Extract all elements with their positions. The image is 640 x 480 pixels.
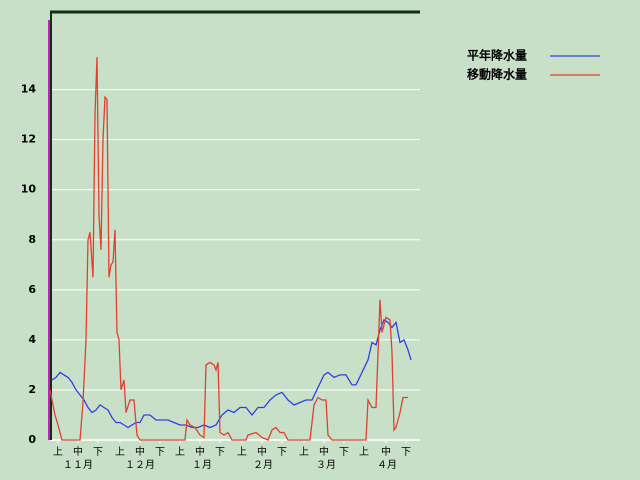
legend-label: 移動降水量 xyxy=(467,67,527,82)
legend-label: 平年降水量 xyxy=(467,48,527,63)
x-tick-label: 中 xyxy=(257,445,267,458)
x-tick-label: 中 xyxy=(73,445,83,458)
month-label: １１月 xyxy=(63,459,93,471)
series-line xyxy=(51,318,412,429)
x-tick-label: 上 xyxy=(53,446,63,458)
x-tick-label: 上 xyxy=(359,446,369,458)
x-tick-label: 下 xyxy=(277,447,287,458)
y-tick-label: 0 xyxy=(28,433,36,446)
x-tick-label: 上 xyxy=(115,446,125,458)
x-tick-label: 上 xyxy=(237,446,247,458)
y-tick-label: 2 xyxy=(28,383,36,396)
x-tick-label: 下 xyxy=(339,447,349,458)
x-tick-label: 上 xyxy=(299,446,309,458)
x-tick-label: 下 xyxy=(155,447,165,458)
x-tick-label: 上 xyxy=(175,446,185,458)
month-label: ２月 xyxy=(253,459,273,471)
x-tick-label: 下 xyxy=(215,447,225,458)
x-tick-label: 下 xyxy=(401,447,411,458)
x-tick-label: 中 xyxy=(135,445,145,458)
y-tick-label: 8 xyxy=(28,233,36,246)
y-tick-label: 10 xyxy=(21,183,37,196)
month-label: ４月 xyxy=(377,459,397,471)
month-label: １月 xyxy=(192,459,212,471)
x-tick-label: 中 xyxy=(381,445,391,458)
y-tick-label: 12 xyxy=(21,133,36,146)
x-tick-label: 中 xyxy=(319,445,329,458)
series-line xyxy=(49,57,408,441)
y-tick-label: 14 xyxy=(21,83,37,96)
y-tick-label: 6 xyxy=(28,283,36,296)
x-tick-label: 中 xyxy=(195,445,205,458)
month-label: ３月 xyxy=(316,459,336,471)
month-label: １２月 xyxy=(125,459,155,471)
y-tick-label: 4 xyxy=(28,333,36,346)
x-tick-label: 下 xyxy=(93,447,103,458)
